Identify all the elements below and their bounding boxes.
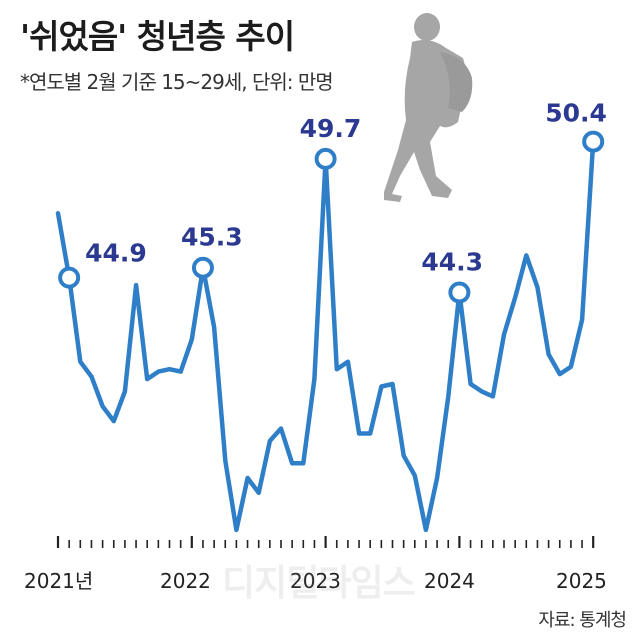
data-label: 45.3 <box>181 223 243 252</box>
year-tick-label: 2025 <box>556 569 607 593</box>
year-tick-label: 2023 <box>290 569 341 593</box>
year-tick-label: 2021년 <box>24 569 93 593</box>
data-labels: 44.9 45.3 49.7 44.3 50.4 <box>85 99 607 277</box>
highlight-markers <box>58 130 605 304</box>
highlight-marker <box>582 130 605 153</box>
chart-title: '쉬었음' 청년층 추이 <box>20 17 295 56</box>
highlight-marker <box>314 147 337 170</box>
walking-person-silhouette-icon <box>384 13 473 202</box>
highlight-marker <box>191 256 214 279</box>
data-label: 44.3 <box>421 247 483 276</box>
year-tick-label: 2022 <box>160 569 211 593</box>
watermark: 디지털타임스 <box>222 563 416 604</box>
data-label: 49.7 <box>300 114 362 143</box>
highlight-marker <box>58 266 81 289</box>
year-labels: 2021년 2022 2023 2024 2025 <box>24 569 607 593</box>
source-note: 자료: 통계청 <box>538 610 627 631</box>
year-tick-label: 2024 <box>424 569 475 593</box>
highlight-marker <box>448 281 471 304</box>
x-axis <box>56 536 595 548</box>
data-label: 50.4 <box>545 99 607 128</box>
series-polyline <box>55 139 596 533</box>
chart-subtitle: *연도별 2월 기준 15~29세, 단위: 만명 <box>20 70 334 94</box>
data-label: 44.9 <box>85 239 147 268</box>
series-line <box>55 139 596 533</box>
